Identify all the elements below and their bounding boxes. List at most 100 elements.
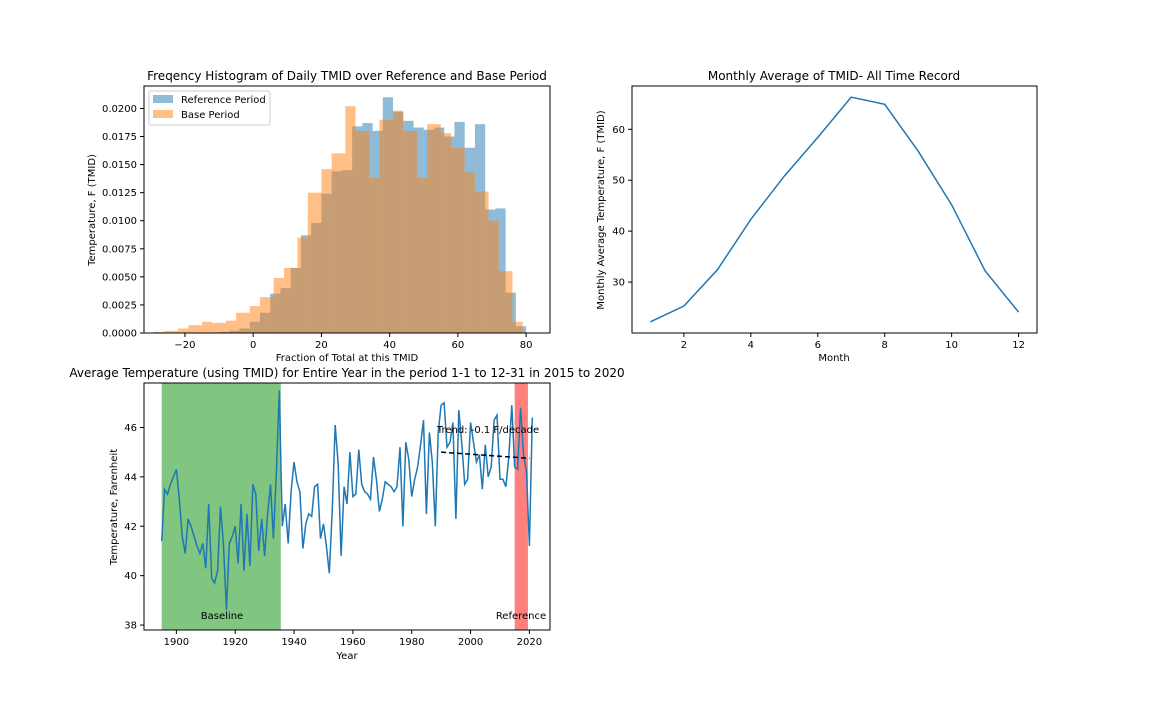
monthly-xlabel: Month: [818, 353, 849, 364]
reference-region: [514, 383, 528, 630]
histogram-frame: [143, 85, 551, 334]
y-tick-label: 0.0025: [102, 300, 137, 311]
annual-panel: Trend: -0.1 F/decade Baseline Reference 19…: [69, 366, 624, 662]
y-tick-label: 0.0200: [102, 104, 137, 115]
y-tick-label: 38: [124, 621, 137, 632]
base-period-bar: [307, 192, 322, 333]
y-tick-label: 50: [612, 176, 625, 187]
base-period-bar: [297, 237, 308, 333]
trend-label: Trend: -0.1 F/decade: [436, 425, 539, 436]
x-tick-label: 2000: [458, 637, 483, 648]
base-period-bar: [164, 330, 179, 333]
base-period-bar: [403, 130, 417, 333]
legend-swatch-reference: [153, 95, 173, 103]
y-tick-label: 0.0100: [102, 216, 137, 227]
x-tick-label: −20: [174, 340, 195, 351]
y-tick-label: 0.0150: [102, 160, 137, 171]
y-tick-label: 40: [612, 227, 625, 238]
monthly-frame: [631, 85, 1038, 334]
x-tick-label: 2020: [517, 637, 542, 648]
reference-label: Reference: [496, 611, 546, 622]
base-period-bar: [178, 328, 189, 333]
base-period-bar: [212, 322, 226, 333]
y-tick-label: 0.0050: [102, 272, 137, 283]
base-period-bar: [416, 178, 428, 333]
annual-ylabel: Temperature, Farenheit: [109, 449, 120, 566]
histogram-axes: −20 0 20 40 60 80 0.0000 0.0025 0.0050 0.0075 0.01…: [102, 104, 532, 351]
trend-line: [441, 451, 530, 460]
annual-axes: 1900 1920 1940 1960 1980 2000 2020 38 40 42 44 46: [124, 423, 542, 648]
monthly-average-line: [650, 96, 1020, 323]
histogram-panel: −20 0 20 40 60 80 0.0000 0.0025 0.0050 0.0075 0.01…: [87, 69, 551, 364]
monthly-plot-area: [650, 96, 1020, 323]
legend-swatch-base: [153, 110, 173, 118]
x-tick-label: 8: [882, 340, 888, 351]
base-period-bar: [188, 325, 202, 333]
annual-frame: [143, 382, 551, 631]
x-tick-label: 1980: [399, 637, 424, 648]
x-tick-label: 1920: [222, 637, 247, 648]
x-tick-label: 10: [945, 340, 958, 351]
base-period-bar: [260, 297, 274, 333]
base-period-bar: [273, 277, 284, 333]
x-tick-label: 12: [1012, 340, 1025, 351]
base-period-bar: [283, 267, 298, 333]
legend-label-base: Base Period: [181, 110, 240, 121]
y-tick-label: 60: [612, 125, 625, 136]
histogram-xlabel: Fraction of Total at this TMID: [276, 353, 419, 364]
base-period-bar: [321, 169, 332, 333]
x-tick-label: 1940: [281, 637, 306, 648]
base-period-bar: [369, 178, 380, 333]
base-period-bar: [474, 191, 489, 333]
base-period-bar: [498, 271, 513, 333]
y-tick-label: 44: [124, 472, 137, 483]
y-tick-label: 0.0175: [102, 132, 137, 143]
y-tick-label: 0.0125: [102, 188, 137, 199]
y-tick-label: 40: [124, 571, 137, 582]
x-tick-label: 20: [315, 340, 328, 351]
base-period-bar: [225, 320, 237, 333]
base-period-bar: [512, 321, 523, 333]
x-tick-label: 0: [250, 340, 256, 351]
y-tick-label: 0.0000: [102, 329, 137, 340]
x-tick-label: 60: [452, 340, 465, 351]
y-tick-label: 42: [124, 522, 137, 533]
baseline-label: Baseline: [201, 611, 243, 622]
histogram-ylabel: Temperature, F (TMID): [87, 154, 98, 267]
base-period-bar: [488, 220, 499, 333]
monthly-ylabel: Monthly Average Temperature, F (TMID): [596, 110, 607, 309]
annual-temperature-line: [160, 390, 534, 611]
base-period-bar: [393, 110, 404, 333]
x-tick-label: 1900: [164, 637, 189, 648]
base-period-bar: [202, 321, 213, 333]
legend-box: [148, 90, 271, 126]
y-tick-label: 30: [612, 278, 625, 289]
x-tick-label: 2: [681, 340, 687, 351]
base-period-bar: [355, 130, 370, 333]
x-tick-label: 80: [520, 340, 533, 351]
base-period-bar: [331, 153, 346, 333]
x-tick-label: 1960: [340, 637, 365, 648]
annual-plot-area: Trend: -0.1 F/decade Baseline Reference: [160, 383, 546, 630]
legend-label-reference: Reference Period: [181, 95, 266, 106]
base-period-bar: [464, 172, 475, 333]
base-period-bar: [440, 133, 452, 333]
base-period-bar: [379, 119, 394, 333]
base-period-bar: [451, 147, 465, 333]
annual-title: Average Temperature (using TMID) for Ent…: [69, 366, 624, 380]
y-tick-label: 46: [124, 423, 137, 434]
monthly-axes: 2 4 6 8 10 12 30 40 50 60: [612, 125, 1025, 351]
base-period-bar: [427, 124, 441, 333]
histogram-legend: Reference Period Base Period: [148, 90, 271, 126]
monthly-panel: 2 4 6 8 10 12 30 40 50 60 Monthly Average of TMID…: [596, 69, 1038, 364]
reference-period-bar: [495, 208, 506, 333]
base-period-bar: [154, 331, 165, 333]
histogram-title: Freqency Histogram of Daily TMID over Re…: [147, 69, 547, 83]
histogram-bars: [154, 97, 527, 334]
monthly-title: Monthly Average of TMID- All Time Record: [708, 69, 960, 83]
base-period-bar: [345, 106, 356, 333]
x-tick-label: 6: [815, 340, 821, 351]
annual-xlabel: Year: [335, 651, 358, 662]
x-tick-label: 4: [748, 340, 754, 351]
